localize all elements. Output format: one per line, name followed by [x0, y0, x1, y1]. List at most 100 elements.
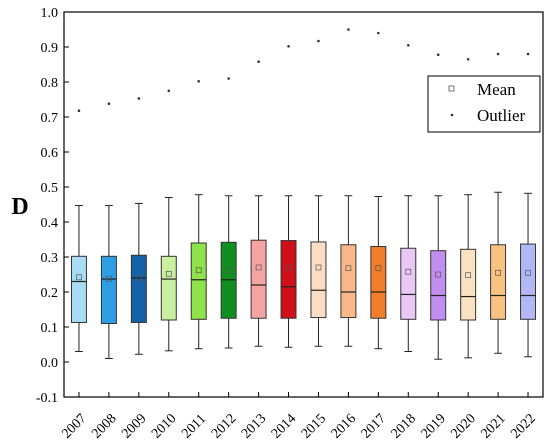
x-tick-label: 2010 [149, 411, 179, 441]
box-2014 [280, 195, 297, 348]
mean-marker [375, 265, 382, 272]
iqr-box [460, 248, 477, 321]
outlier-point [167, 89, 171, 93]
x-tick-label: 2022 [508, 411, 538, 441]
y-tick-label: 0.3 [41, 251, 59, 266]
outlier-point [317, 39, 320, 43]
box-series [70, 191, 537, 360]
mean-marker [255, 264, 262, 271]
x-tick-label: 2018 [389, 411, 419, 441]
iqr-box [160, 255, 177, 321]
iqr-box [280, 240, 297, 319]
outlier-point [436, 53, 440, 56]
iqr-box [130, 254, 147, 323]
x-tick-label: 2017 [359, 411, 389, 441]
legend-box [427, 75, 541, 133]
iqr-box [70, 255, 87, 323]
y-tick-label: 1.0 [41, 6, 59, 21]
x-tick-label: 2011 [179, 412, 209, 442]
outlier-point [227, 77, 230, 80]
box-2013 [250, 195, 267, 347]
mean-marker [525, 269, 531, 276]
outlier-point [107, 102, 111, 105]
x-tick-label: 2007 [59, 411, 89, 441]
legend-outlier-label: Outlier [477, 106, 525, 125]
mean-marker [315, 264, 322, 271]
box-2021 [490, 191, 507, 354]
box-2020 [460, 194, 477, 359]
iqr-box [400, 247, 417, 320]
x-tick-label: 2016 [329, 411, 359, 441]
iqr-box [310, 241, 327, 319]
x-tick-label: 2020 [448, 411, 478, 441]
x-tick-label: 2014 [269, 411, 299, 441]
outlier-point [406, 43, 410, 47]
outlier-point [257, 60, 260, 63]
legend-mean-marker [448, 85, 455, 92]
mean-marker [285, 264, 292, 271]
y-tick-label: -0.1 [36, 391, 58, 406]
legend-mean-label: Mean [477, 80, 516, 99]
box-2010 [160, 197, 177, 352]
outlier-point [526, 52, 530, 56]
iqr-box [190, 242, 207, 320]
outlier-point [496, 52, 500, 56]
box-2007 [70, 205, 87, 352]
legend-outlier-marker [450, 113, 454, 117]
mean-marker [345, 265, 352, 272]
box-2018 [400, 195, 417, 352]
outlier-point [197, 80, 201, 83]
mean-marker [106, 275, 112, 282]
mean-marker [76, 274, 82, 281]
outlier-points [77, 28, 530, 112]
mean-marker [465, 272, 472, 279]
box-2017 [370, 195, 387, 350]
box-2008 [100, 205, 117, 359]
y-tick-label: 0.2 [41, 286, 59, 301]
outlier-point [466, 57, 470, 61]
mean-marker [195, 267, 202, 274]
y-tick-label: 0.6 [41, 146, 59, 161]
x-tick-label: 2008 [89, 411, 119, 441]
box-2019 [430, 195, 447, 360]
y-tick-label: 0.7 [41, 111, 59, 126]
y-tick-label: 0.8 [41, 76, 59, 91]
x-axis-ticks: 2007 2008 2009 2010 2011 2012 2013 2014 2015 2016… [59, 392, 539, 442]
x-tick-label: 2013 [239, 411, 269, 441]
iqr-box [250, 239, 267, 319]
iqr-box [370, 246, 387, 319]
x-tick-label: 2009 [119, 411, 149, 441]
outlier-point [287, 45, 290, 48]
mean-marker [435, 271, 442, 278]
iqr-box [430, 250, 447, 321]
plot-area-frame [63, 11, 544, 398]
mean-marker [225, 267, 232, 274]
y-tick-label: 0.9 [41, 41, 59, 56]
x-tick-label: 2015 [299, 411, 329, 441]
y-tick-label: 0.5 [41, 181, 59, 196]
x-tick-label: 2012 [209, 411, 239, 441]
iqr-box [340, 244, 357, 319]
iqr-box [100, 255, 117, 324]
mean-marker [135, 275, 142, 281]
x-tick-label: 2019 [419, 411, 449, 441]
y-axis-ticks: -0.1 0.0 0.1 0.2 0.3 0.4 0.5 0.6 0.7 0.8 0.9 1.0 [36, 6, 69, 406]
box-2009 [130, 202, 147, 355]
outlier-point [377, 31, 380, 35]
box-2016 [340, 195, 357, 347]
iqr-box [520, 243, 537, 320]
mean-marker [495, 269, 501, 276]
mean-marker [165, 270, 172, 277]
legend: Mean Outlier [427, 75, 541, 133]
mean-marker [405, 268, 412, 275]
box-2015 [310, 195, 327, 347]
y-axis-label: D [11, 194, 28, 220]
box-2022 [520, 192, 537, 358]
box-2012 [220, 195, 237, 349]
y-tick-label: 0.4 [41, 216, 59, 231]
outlier-point [347, 28, 350, 31]
y-tick-label: 0.1 [41, 321, 59, 336]
outlier-point [137, 97, 141, 100]
box-2011 [190, 194, 207, 350]
